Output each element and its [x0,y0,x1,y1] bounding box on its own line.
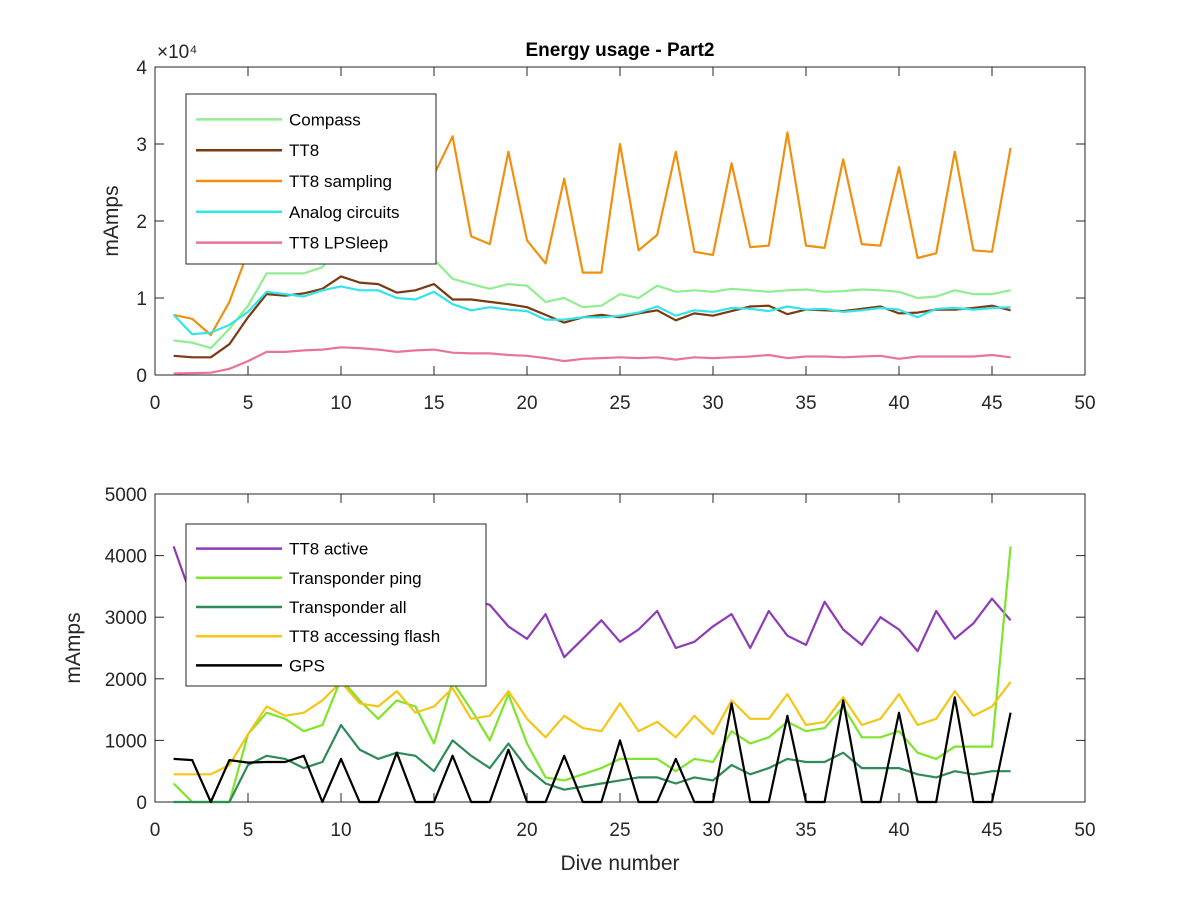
legend-label-analog-circuits: Analog circuits [289,203,400,222]
x-tick-label: 20 [516,393,537,414]
y-tick-label: 2000 [105,670,147,691]
y-tick-label: 5000 [105,485,147,506]
x-tick-label: 25 [609,820,630,841]
series-line-tt8-lpsleep [173,346,1011,375]
chart-title: Energy usage - Part2 [525,40,714,61]
series-line-gps [173,696,1012,804]
x-tick-label: 35 [795,393,816,414]
y-axis-label: mAmps [100,185,123,256]
series-line-transponder-ping [172,546,1012,804]
y-tick-label: 3 [136,135,147,156]
legend-label-tt8: TT8 [289,141,319,160]
x-tick-label: 10 [330,820,351,841]
x-tick-label: 45 [981,820,1002,841]
legend-box [185,93,437,265]
x-tick-label: 50 [1074,393,1095,414]
x-tick-label: 5 [243,820,254,841]
legend-label-transponder-all: Transponder all [289,598,407,617]
energy-plot-top: Energy usage - Part2 ×10⁴ mAmps 0 5 10 15 20… [100,40,1096,414]
y-tick-label: 2 [136,212,147,233]
legend-label-compass: Compass [289,110,361,129]
series-line-tt8 [173,275,1011,359]
legend-label-tt8-active: TT8 active [289,540,368,559]
x-tick-label: 40 [888,820,909,841]
x-tick-label: 5 [243,393,254,414]
y-tick-label: 0 [136,366,147,387]
x-tick-label: 15 [423,393,444,414]
x-tick-label: 40 [888,393,909,414]
x-tick-label: 50 [1074,820,1095,841]
x-axis-label: Dive number [560,852,679,875]
x-tick-label: 0 [150,820,161,841]
legend-box [185,523,487,687]
y-tick-label: 4000 [105,547,147,568]
legend-label-tt8-lpsleep: TT8 LPSleep [289,234,388,253]
y-tick-label: 1 [136,289,147,310]
y-tick-label: 0 [136,793,147,814]
y-tick-label: 4 [136,58,147,79]
series-line-transponder-all [173,723,1011,804]
series-line-compass [173,243,1011,350]
x-tick-label: 15 [423,820,444,841]
legend-label-transponder-ping: Transponder ping [289,569,422,588]
x-tick-label: 35 [795,820,816,841]
x-tick-label: 30 [702,820,723,841]
legend-label-tt8-accessing-flash: TT8 accessing flash [289,627,440,646]
series-line-tt8-accessing-flash [173,680,1012,776]
y-tick-label: 3000 [105,608,147,629]
x-tick-label: 25 [609,393,630,414]
series-line-analog-circuits [172,285,1011,336]
legend-label-tt8-sampling: TT8 sampling [289,172,392,191]
x-tick-label: 20 [516,820,537,841]
x-tick-label: 10 [330,393,351,414]
energy-plot-bottom: Dive number mAmps 0 5 10 15 20 25 30 35 40 45 50 0 1… [62,485,1096,875]
y-axis-label: mAmps [62,612,85,683]
y-tick-label: 1000 [105,731,147,752]
x-tick-label: 0 [150,393,161,414]
y-exponent-label: ×10⁴ [157,42,197,63]
legend-label-gps: GPS [289,656,325,675]
x-tick-label: 30 [702,393,723,414]
x-tick-label: 45 [981,393,1002,414]
